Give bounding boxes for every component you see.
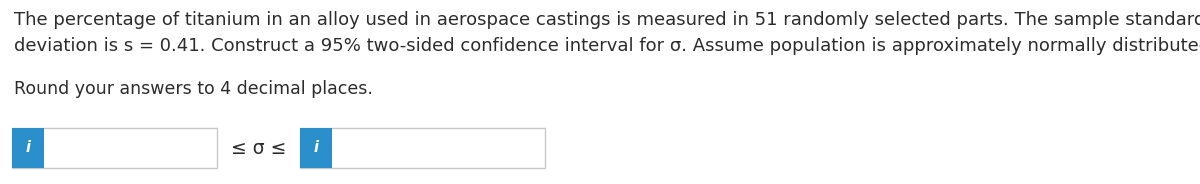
Text: Round your answers to 4 decimal places.: Round your answers to 4 decimal places. (14, 80, 373, 98)
Text: ≤ σ ≤: ≤ σ ≤ (230, 139, 287, 158)
Text: deviation is s = 0.41. Construct a 95% two-sided confidence interval for σ. Assu: deviation is s = 0.41. Construct a 95% t… (14, 37, 1200, 55)
FancyBboxPatch shape (12, 128, 44, 168)
Text: The percentage of titanium in an alloy used in aerospace castings is measured in: The percentage of titanium in an alloy u… (14, 11, 1200, 29)
FancyBboxPatch shape (300, 128, 332, 168)
FancyBboxPatch shape (12, 128, 217, 168)
FancyBboxPatch shape (300, 128, 545, 168)
Text: i: i (25, 141, 30, 155)
Text: i: i (313, 141, 318, 155)
